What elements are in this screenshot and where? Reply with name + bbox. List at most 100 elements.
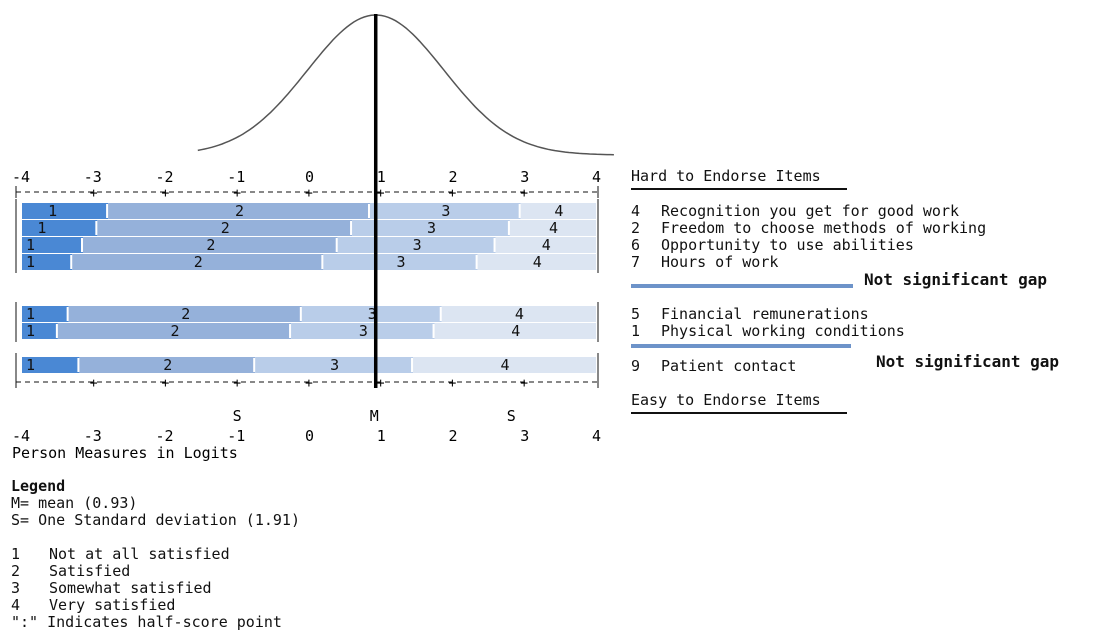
bar-segment-label: 2 — [206, 236, 215, 254]
bar-segment-label: 2 — [170, 322, 179, 340]
axis-tick-mark: + — [90, 186, 98, 201]
bar-segment — [108, 203, 370, 219]
axis-tick-mark: + — [377, 186, 385, 201]
axis-tick-mark: + — [305, 186, 313, 201]
bar-segment — [82, 237, 338, 253]
bar-segment-label: 1 — [48, 202, 57, 220]
legend-category-num: 1 — [11, 545, 21, 563]
legend-category-num: 2 — [11, 562, 21, 580]
bar-segment-label: 2 — [194, 253, 203, 271]
bar-segment-label: 2 — [235, 202, 244, 220]
bar-segment-label: 4 — [515, 305, 524, 323]
item-number: 9 — [631, 357, 641, 375]
bar-segment — [352, 220, 510, 236]
scale-marker-sd: S — [233, 407, 242, 425]
bar-segment — [323, 254, 478, 270]
axis-tick-label: -1 — [227, 427, 245, 445]
axis-tick-label: -4 — [12, 427, 30, 445]
axis-tick-label: -3 — [84, 427, 102, 445]
axis-tick-label: -2 — [156, 168, 174, 186]
axis-title: Person Measures in Logits — [12, 444, 238, 462]
item-label: Patient contact — [661, 357, 797, 375]
bar-segment — [441, 306, 596, 322]
bar-segment — [97, 220, 353, 236]
item-label: Hours of work — [661, 253, 779, 271]
legend-category-num: 3 — [11, 579, 21, 597]
axis-tick-mark: + — [233, 186, 241, 201]
bar-segment-label: 2 — [221, 219, 230, 237]
gap-label-1: Not significant gap — [864, 270, 1048, 289]
item-number: 1 — [631, 322, 641, 340]
axis-tick-mark: + — [520, 376, 528, 391]
bar-segment-label: 1 — [26, 356, 35, 374]
rating-scale-map: -4-3+-2+-1+0+1+2+3+4 1:2:3:41:2:3:41:2:3… — [12, 14, 614, 462]
easy-title-underline — [631, 412, 847, 414]
legend-category-text: Somewhat satisfied — [49, 579, 212, 597]
item-label: Financial remunerations — [661, 305, 869, 323]
bar-segment-label: 4 — [542, 236, 551, 254]
bar-segment — [57, 323, 292, 339]
bar-segment-label: 3 — [413, 236, 422, 254]
axis-tick-label: 0 — [305, 427, 314, 445]
axis-tick-label: -3 — [84, 168, 102, 186]
bar-segment-label: 4 — [533, 253, 542, 271]
bar-segment — [22, 323, 58, 339]
axis-tick-mark: + — [233, 376, 241, 391]
item-number: 6 — [631, 236, 641, 254]
bar-segment-label: 4 — [511, 322, 520, 340]
bar-segment — [495, 237, 596, 253]
gap-label-2: Not significant gap — [876, 352, 1060, 371]
axis-tick-label: 3 — [520, 427, 529, 445]
bar-segment — [369, 203, 521, 219]
bar-segment-label: 3 — [396, 253, 405, 271]
bar-segment — [22, 203, 109, 219]
legend-category-text: Very satisfied — [49, 596, 176, 614]
legend-mean: M= mean (0.93) — [11, 494, 138, 512]
easy-items-title: Easy to Endorse Items — [631, 391, 821, 409]
axis-tick-mark: + — [162, 186, 170, 201]
axis-tick-mark: + — [449, 376, 457, 391]
item-number: 7 — [631, 253, 641, 271]
bar-segment — [22, 357, 80, 373]
distribution-curve — [197, 14, 614, 156]
bar-segment — [22, 254, 73, 270]
axis-tick-mark: + — [449, 186, 457, 201]
axis-tick-label: 1 — [377, 427, 386, 445]
hard-title-underline — [631, 188, 847, 190]
legend-sd: S= One Standard deviation (1.91) — [11, 511, 300, 529]
axis-tick-label: 0 — [305, 168, 314, 186]
legend-category-text: Not at all satisfied — [49, 545, 230, 563]
item-number: 4 — [631, 202, 641, 220]
axis-tick-label: -1 — [227, 168, 245, 186]
axis-tick-mark: + — [520, 186, 528, 201]
bar-segment — [434, 323, 596, 339]
bar-segment-label: 1 — [26, 305, 35, 323]
legend-title: Legend — [11, 477, 66, 495]
axis-tick-label: 3 — [520, 168, 529, 186]
axis-tick-mark: + — [90, 376, 98, 391]
axis-tick-label: 2 — [449, 427, 458, 445]
bar-segment-label: 3 — [427, 219, 436, 237]
bar-segment — [22, 237, 83, 253]
bar-segment — [79, 357, 256, 373]
axis-tick-label: 2 — [449, 168, 458, 186]
bar-segment — [72, 254, 324, 270]
axis-tick-label: 4 — [592, 427, 601, 445]
bar-segment — [255, 357, 414, 373]
bar-segment — [301, 306, 442, 322]
item-label: Freedom to choose methods of working — [661, 219, 987, 237]
bar-segment — [509, 220, 596, 236]
bar-segment-label: 2 — [163, 356, 172, 374]
bar-segment-label: 3 — [368, 305, 377, 323]
bar-segment-label: 4 — [549, 219, 558, 237]
bar-segment-label: 3 — [330, 356, 339, 374]
bar-segment-label: 3 — [359, 322, 368, 340]
axis-tick-label: -4 — [12, 168, 30, 186]
bar-segment-label: 1 — [26, 322, 35, 340]
bar-segment-label: 1 — [26, 236, 35, 254]
bar-segment-label: 4 — [554, 202, 563, 220]
bar-segment-label: 2 — [181, 305, 190, 323]
axis-tick-mark: + — [162, 376, 170, 391]
item-label: Opportunity to use abilities — [661, 236, 914, 254]
axis-tick-mark: + — [377, 376, 385, 391]
